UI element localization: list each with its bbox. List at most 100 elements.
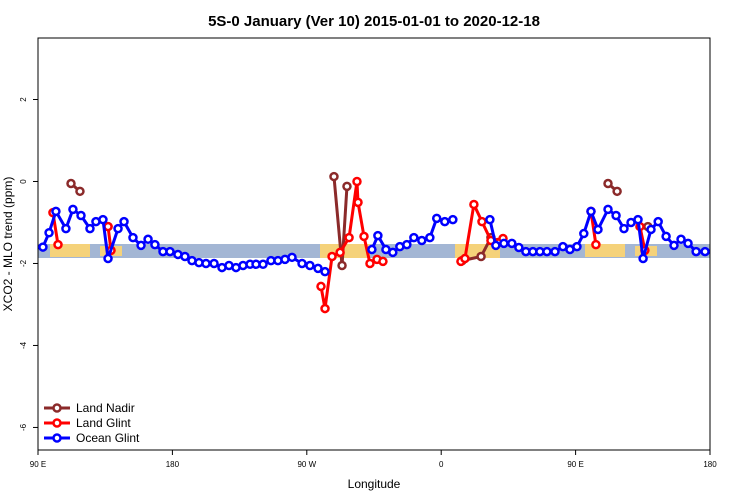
point [373, 230, 383, 241]
point [51, 206, 61, 217]
legend-marker [52, 433, 62, 443]
point [683, 238, 693, 249]
point [38, 242, 48, 252]
point [542, 246, 552, 257]
point [448, 214, 458, 225]
point [477, 216, 487, 227]
point [469, 199, 479, 210]
point [201, 258, 211, 269]
x-tick-label: 180 [166, 460, 180, 469]
point [287, 252, 297, 263]
point [669, 240, 679, 251]
y-tick-label: -4 [19, 341, 28, 349]
y-tick-label: -2 [19, 259, 28, 267]
point [103, 253, 113, 264]
point [661, 231, 671, 242]
point [440, 216, 450, 227]
legend-marker [52, 403, 62, 413]
point [402, 239, 412, 250]
point [165, 246, 175, 257]
point [417, 235, 427, 246]
point [425, 232, 435, 243]
point [485, 214, 495, 225]
x-tick-label: 180 [703, 460, 717, 469]
legend-marker [52, 418, 62, 428]
point [378, 256, 388, 267]
point [329, 171, 339, 182]
point [327, 251, 337, 262]
point [342, 181, 352, 192]
x-tick-label: 90 E [567, 460, 583, 469]
point [476, 251, 486, 262]
point [691, 246, 701, 257]
point [619, 223, 629, 234]
point [676, 234, 686, 245]
point [603, 178, 613, 189]
point [367, 244, 377, 255]
point [53, 239, 63, 250]
point [113, 223, 123, 234]
point [409, 232, 419, 243]
point [507, 238, 517, 249]
point [344, 232, 354, 243]
point [209, 258, 219, 269]
point [499, 238, 509, 249]
point [550, 246, 560, 257]
point [75, 186, 85, 197]
point [352, 176, 362, 187]
plot-frame [37, 37, 711, 451]
point [313, 263, 323, 274]
point [603, 204, 613, 215]
legend-label: Land Nadir [76, 401, 135, 415]
x-tick-label: 90 E [30, 460, 46, 469]
point [514, 242, 524, 253]
x-tick-label: 90 W [297, 460, 316, 469]
y-tick-label: 0 [19, 179, 28, 184]
point [61, 223, 71, 234]
x-axis-label: Longitude [348, 477, 401, 491]
point [365, 258, 375, 269]
point [76, 210, 86, 221]
point [180, 251, 190, 262]
point [491, 240, 501, 251]
point [591, 239, 601, 250]
point [337, 260, 347, 271]
point [700, 246, 710, 257]
point [119, 216, 129, 227]
point [98, 214, 108, 225]
point [359, 231, 369, 242]
point [66, 178, 76, 189]
point [297, 258, 307, 269]
point [143, 234, 153, 245]
y-tick-label: -6 [19, 423, 28, 431]
point [305, 260, 315, 271]
point [611, 210, 621, 221]
point [460, 253, 470, 264]
y-axis-label: XCO2 - MLO trend (ppm) [1, 177, 15, 312]
point [633, 214, 643, 225]
point [335, 247, 345, 258]
point [320, 266, 330, 277]
legend-label: Ocean Glint [76, 431, 140, 445]
point [593, 224, 603, 235]
point [44, 227, 54, 238]
point [579, 228, 589, 239]
x-tick-label: 0 [439, 460, 444, 469]
point [572, 241, 582, 252]
point [85, 223, 95, 234]
point [136, 240, 146, 251]
point [638, 253, 648, 264]
point [612, 186, 622, 197]
point [646, 224, 656, 235]
point [128, 232, 138, 243]
point [353, 197, 363, 208]
point [653, 216, 663, 227]
legend-label: Land Glint [76, 416, 131, 430]
point [388, 247, 398, 258]
y-tick-label: 2 [19, 97, 28, 102]
point [316, 281, 326, 292]
point [258, 259, 268, 270]
point [150, 239, 160, 250]
